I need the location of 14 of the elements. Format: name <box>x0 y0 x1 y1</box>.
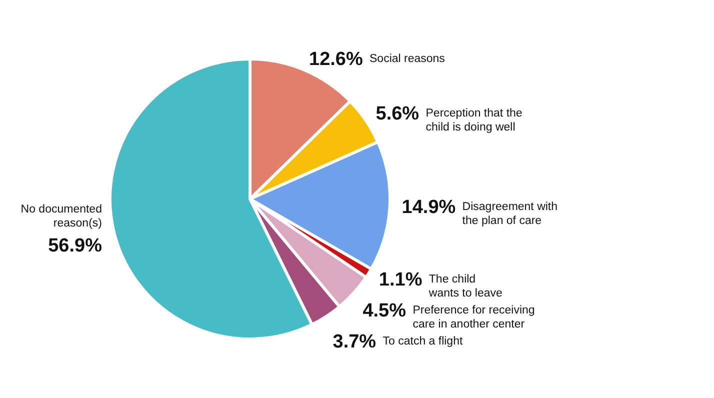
data-label: 56.9% <box>48 236 102 257</box>
slice-label: To catch a flight <box>382 336 464 348</box>
slice-label: Social reasons <box>370 52 446 65</box>
data-label: 5.6% <box>376 104 420 125</box>
slice-label: No documented reason(s) <box>20 204 102 230</box>
data-label: 3.7% <box>332 332 376 353</box>
slice-label: Perception that the child is doing well <box>426 108 522 134</box>
data-label: 4.5% <box>362 300 406 322</box>
data-label: 14.9% <box>402 196 456 218</box>
data-label: 1.1% <box>378 270 422 291</box>
data-label: 12.6% <box>309 48 363 70</box>
slice-label: Preference for receiving care in another center <box>412 304 535 331</box>
slice-label: Disagreement with the plan of care <box>462 200 558 227</box>
slice-label: The child wants to leave <box>428 274 502 300</box>
